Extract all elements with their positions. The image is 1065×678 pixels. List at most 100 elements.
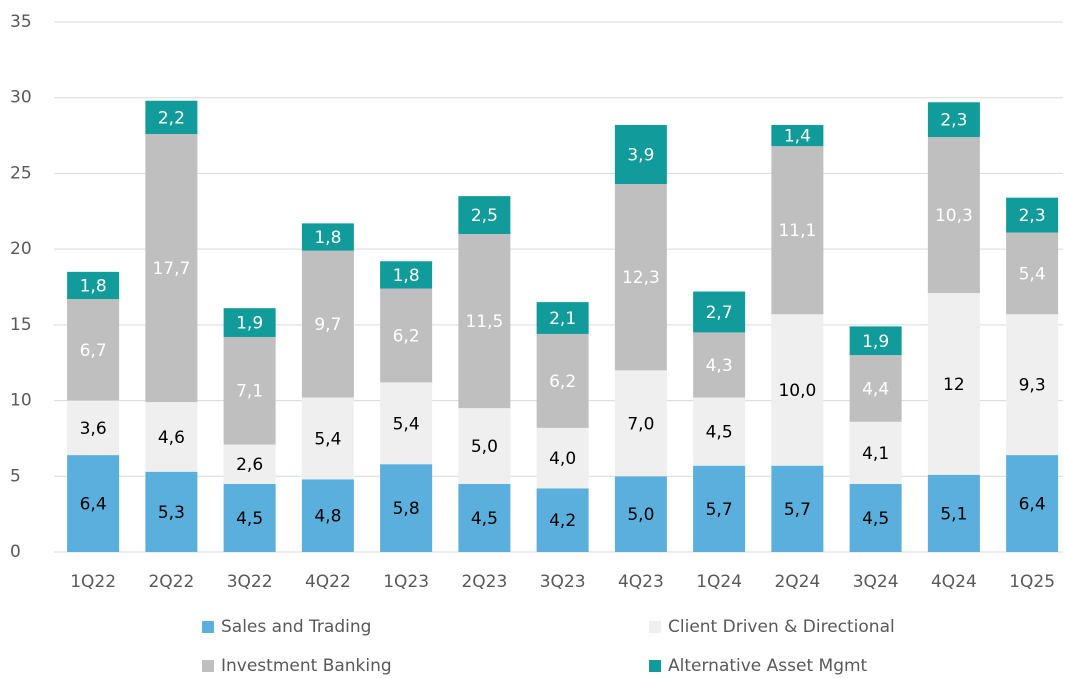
data-label: 11,5: [465, 312, 503, 332]
y-tick-label: 5: [10, 466, 21, 486]
data-label: 2,2: [158, 108, 185, 128]
bar-segment: [301, 250, 354, 398]
legend-swatch: [649, 621, 661, 633]
y-tick-label: 35: [10, 12, 32, 32]
data-label: 1,9: [236, 314, 263, 334]
legend-label: Alternative Asset Mgmt: [668, 656, 868, 676]
x-tick-label: 1Q22: [70, 572, 116, 592]
x-tick-label: 1Q24: [696, 572, 742, 592]
data-label: 9,3: [1019, 376, 1046, 396]
x-tick-label: 1Q25: [1009, 572, 1055, 592]
data-label: 12,3: [622, 268, 660, 288]
bar-segment: [458, 234, 511, 409]
data-label: 4,2: [549, 511, 576, 531]
bar-segment: [1006, 232, 1059, 315]
bar-segment: [927, 474, 980, 552]
bar-segment: [536, 488, 589, 552]
data-label: 4,4: [862, 379, 889, 399]
data-label: 4,0: [549, 449, 576, 469]
bar-segment: [536, 427, 589, 489]
data-label: 9,7: [314, 315, 341, 335]
data-label: 2,3: [940, 111, 967, 131]
bar-segment: [771, 124, 824, 147]
x-tick-label: 2Q22: [148, 572, 194, 592]
bar-segment: [380, 261, 433, 289]
bar-segment: [67, 271, 120, 300]
data-label: 2,3: [1019, 206, 1046, 226]
data-label: 10,3: [935, 206, 973, 226]
data-label: 4,5: [862, 509, 889, 529]
data-label: 4,6: [158, 428, 185, 448]
bar-segment: [614, 124, 667, 185]
bar-segment: [536, 333, 589, 428]
data-label: 5,4: [1019, 264, 1046, 284]
data-label: 17,7: [152, 259, 190, 279]
bar-segment: [1006, 314, 1059, 456]
data-label: 4,8: [314, 507, 341, 527]
bar-segment: [223, 308, 276, 337]
bar-segment: [693, 397, 746, 466]
x-tick-label: 4Q24: [931, 572, 977, 592]
y-tick-label: 10: [10, 391, 32, 411]
data-label: 1,8: [314, 228, 341, 248]
bar-segment: [849, 483, 902, 552]
data-label: 1,4: [784, 127, 811, 147]
data-label: 5,1: [940, 504, 967, 524]
bar-segment: [145, 402, 198, 472]
bar-segment: [380, 382, 433, 465]
bar-segment: [693, 332, 746, 398]
data-label: 4,3: [706, 356, 733, 376]
data-label: 3,6: [80, 419, 107, 439]
data-label: 2,6: [236, 455, 263, 475]
data-label: 12: [943, 375, 965, 395]
data-label: 5,4: [393, 414, 420, 434]
data-label: 6,4: [1019, 495, 1046, 515]
bar-segment: [771, 314, 824, 466]
legend-swatch: [202, 621, 214, 633]
data-label: 6,2: [393, 326, 420, 346]
bar-segment: [67, 455, 120, 552]
bar-segment: [849, 355, 902, 422]
bar-segment: [693, 465, 746, 552]
x-tick-label: 2Q23: [461, 572, 507, 592]
legend-label: Investment Banking: [221, 656, 392, 676]
data-label: 3,9: [627, 146, 654, 166]
bar-segment: [614, 476, 667, 552]
x-tick-label: 2Q24: [774, 572, 820, 592]
data-label: 5,7: [784, 500, 811, 520]
bar-segment: [458, 196, 511, 234]
bar-segment: [145, 134, 198, 403]
x-tick-label: 3Q24: [853, 572, 899, 592]
bar-segment: [614, 370, 667, 477]
data-label: 4,5: [236, 509, 263, 529]
data-label: 1,8: [393, 266, 420, 286]
bar-segment: [301, 223, 354, 251]
data-label: 5,8: [393, 499, 420, 519]
bar-segment: [67, 299, 120, 401]
data-label: 4,5: [706, 423, 733, 443]
data-label: 6,2: [549, 372, 576, 392]
bar-segment: [1006, 197, 1059, 233]
x-tick-label: 3Q23: [540, 572, 586, 592]
data-label: 4,5: [471, 509, 498, 529]
bar-segment: [614, 184, 667, 371]
bar-segment: [145, 100, 198, 135]
data-label: 10,0: [778, 381, 816, 401]
bar-segment: [380, 288, 433, 383]
bar-segment: [380, 464, 433, 552]
legend-label: Sales and Trading: [221, 617, 371, 637]
bar-segment: [693, 291, 746, 333]
bar-segment: [927, 137, 980, 294]
data-label: 5,3: [158, 503, 185, 523]
y-tick-label: 20: [10, 239, 32, 259]
legend-swatch: [649, 660, 661, 672]
legend-swatch: [202, 660, 214, 672]
y-tick-label: 0: [10, 542, 21, 562]
bar-segment: [67, 400, 120, 456]
bar-segment: [301, 397, 354, 480]
bar-segment: [927, 293, 980, 475]
data-label: 2,1: [549, 309, 576, 329]
data-label: 5,0: [627, 505, 654, 525]
bar-segment: [223, 444, 276, 484]
